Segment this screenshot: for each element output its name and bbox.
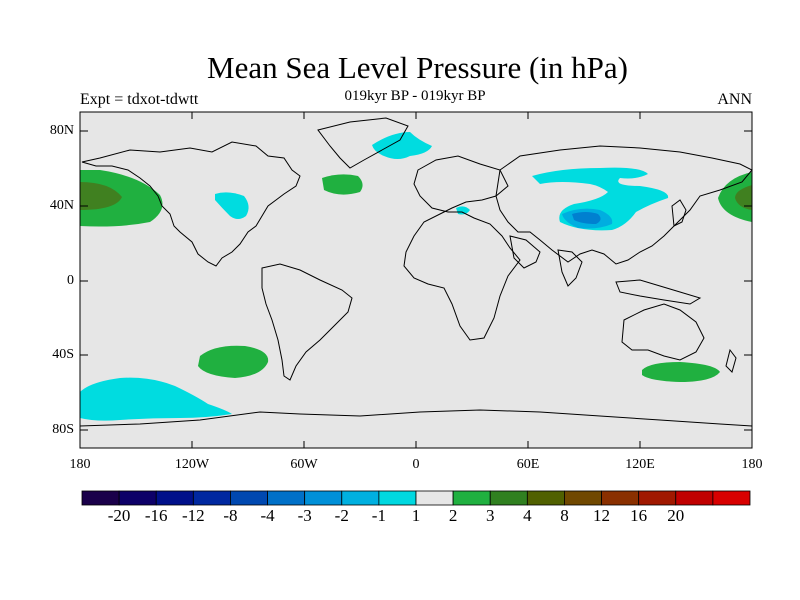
coastline-new-zealand xyxy=(725,348,737,373)
colorbar-tick-label: -3 xyxy=(297,506,312,525)
colorbar-tick-label: 16 xyxy=(630,506,648,525)
colorbar-swatch xyxy=(341,490,380,506)
lon-tick-label: 180 xyxy=(69,457,91,472)
negative-anomaly-greenland xyxy=(372,132,432,159)
coastline-greenland xyxy=(317,117,409,169)
colorbar-swatch xyxy=(378,490,417,506)
colorbar-swatch xyxy=(230,490,268,506)
lat-tick-label: 0 xyxy=(67,273,74,288)
colorbar-tick-label: 4 xyxy=(523,506,532,525)
axis-ticks xyxy=(80,112,752,448)
coastline-south-america xyxy=(261,263,353,381)
colorbar-tick-label: -1 xyxy=(371,506,386,525)
colorbar-tick-label: -16 xyxy=(144,506,168,525)
colorbar-swatch xyxy=(118,490,157,506)
season-label: ANN xyxy=(717,91,752,108)
negative-anomaly-north-america xyxy=(215,192,249,219)
positive-anomaly-north-pacific-east xyxy=(718,172,752,222)
lon-tick-label: 60W xyxy=(290,457,318,472)
colorbar xyxy=(81,490,751,506)
colorbar-tick-label: -20 xyxy=(107,506,131,525)
coastline-asia xyxy=(495,145,753,265)
colorbar-tick-label: 3 xyxy=(485,506,495,525)
strong-positive-anomaly-north-pacific-west xyxy=(80,182,122,210)
colorbar-swatch xyxy=(267,490,306,506)
colorbar-swatch xyxy=(415,490,454,506)
lon-tick-label: 0 xyxy=(412,457,420,472)
lon-tick-label: 60E xyxy=(516,457,540,472)
colorbar-tick-label: -2 xyxy=(334,506,349,525)
colorbar-tick-label: 12 xyxy=(593,506,611,525)
colorbar-tick-label: -4 xyxy=(260,506,275,525)
colorbar-swatch xyxy=(155,490,194,506)
colorbar-swatch xyxy=(489,490,528,506)
colorbar-tick-label: 8 xyxy=(560,506,569,525)
colorbar-swatch xyxy=(526,490,565,506)
positive-anomaly-north-atlantic xyxy=(322,174,363,195)
colorbar-tick-label: 2 xyxy=(448,506,458,525)
colorbar-swatch xyxy=(638,490,677,506)
coastline-europe-africa xyxy=(403,155,521,341)
colorbar-swatch xyxy=(564,490,602,506)
colorbar-swatch xyxy=(81,490,120,506)
positive-anomaly-southern-ocean-east xyxy=(642,362,720,382)
coastline-antarctica xyxy=(79,409,753,427)
experiment-label: Expt = tdxot-tdwtt xyxy=(80,91,199,108)
lon-tick-label: 120W xyxy=(174,457,210,472)
lat-tick-label: 40S xyxy=(52,347,74,362)
lat-tick-label: 80N xyxy=(49,123,74,138)
coastlines xyxy=(79,117,753,427)
colorbar-swatch xyxy=(675,490,714,506)
negative-anomaly-tibet-core xyxy=(572,212,601,224)
colorbar-tick-label: -8 xyxy=(223,506,238,525)
colorbar-tick-label: 1 xyxy=(411,506,421,525)
colorbar-swatch xyxy=(712,490,751,506)
negative-anomaly-southern-ocean-pacific xyxy=(80,377,232,421)
strong-positive-anomaly-north-pacific-east xyxy=(735,185,752,210)
colorbar-swatch xyxy=(304,490,343,506)
colorbar-tick-label: -12 xyxy=(181,506,205,525)
lon-tick-label: 120E xyxy=(625,457,655,472)
coastline-japan xyxy=(671,199,687,227)
lon-tick-label: 180 xyxy=(741,457,763,472)
map-title: Mean Sea Level Pressure (in hPa) xyxy=(207,50,628,85)
colorbar-tick-label: 20 xyxy=(667,506,685,525)
colorbar-swatch xyxy=(192,490,231,506)
positive-anomaly-south-pacific xyxy=(198,345,269,378)
coastline-arabia-india xyxy=(509,235,583,287)
lat-tick-label: 40N xyxy=(49,198,74,213)
coastline-maritime-continent xyxy=(615,279,702,305)
colorbar-swatch xyxy=(452,490,491,506)
anomaly-fills xyxy=(80,132,752,421)
colorbar-swatch xyxy=(601,490,640,506)
coastline-australia xyxy=(621,303,705,361)
lat-tick-label: 80S xyxy=(52,422,74,437)
time-period-label: 019kyr BP - 019kyr BP xyxy=(344,88,486,104)
coastline-north-america xyxy=(81,141,301,267)
